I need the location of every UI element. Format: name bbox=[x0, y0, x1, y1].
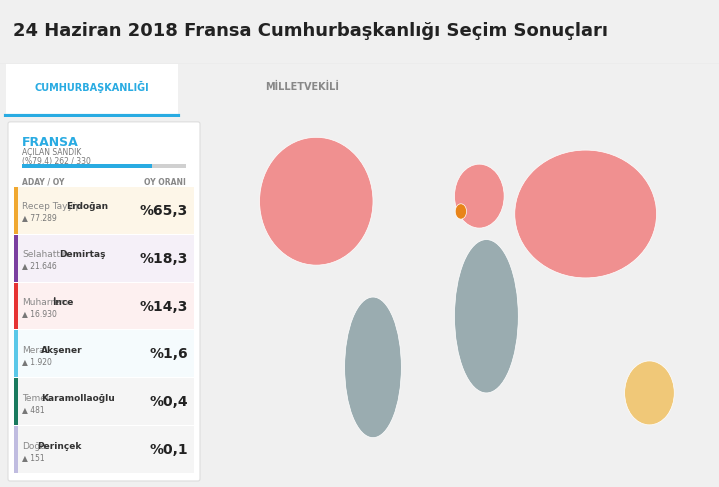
Text: AÇILAN SANDIK: AÇILAN SANDIK bbox=[22, 148, 81, 157]
Ellipse shape bbox=[344, 297, 401, 438]
Bar bbox=[14, 235, 194, 281]
Ellipse shape bbox=[515, 150, 656, 278]
Text: ▲ 16.930: ▲ 16.930 bbox=[22, 309, 57, 318]
Text: %0,4: %0,4 bbox=[150, 395, 188, 409]
Text: Doğu: Doğu bbox=[22, 442, 46, 450]
FancyBboxPatch shape bbox=[6, 64, 178, 117]
Text: Akşener: Akşener bbox=[41, 346, 83, 355]
Text: ▲ 151: ▲ 151 bbox=[22, 452, 45, 462]
Bar bbox=[14, 235, 18, 281]
Text: CUMHURBAŞKANLIĞI: CUMHURBAŞKANLIĞI bbox=[35, 81, 150, 94]
Text: Erdoğan: Erdoğan bbox=[66, 202, 109, 211]
Text: (%79.4) 262 / 330: (%79.4) 262 / 330 bbox=[22, 157, 91, 166]
Text: ▲ 21.646: ▲ 21.646 bbox=[22, 261, 57, 270]
Text: FRANSA: FRANSA bbox=[22, 136, 79, 149]
Bar bbox=[14, 331, 18, 377]
Text: Temel: Temel bbox=[22, 393, 48, 403]
Text: Muharrem: Muharrem bbox=[22, 298, 68, 307]
Text: Demirtaş: Demirtaş bbox=[59, 250, 106, 259]
Text: %1,6: %1,6 bbox=[150, 347, 188, 361]
Text: %18,3: %18,3 bbox=[139, 252, 188, 266]
Text: Perinçek: Perinçek bbox=[37, 442, 82, 450]
Text: %0,1: %0,1 bbox=[150, 443, 188, 457]
Text: ADAY / OY: ADAY / OY bbox=[22, 178, 65, 187]
Text: 24 Haziran 2018 Fransa Cumhurbaşkanlığı Seçim Sonuçları: 24 Haziran 2018 Fransa Cumhurbaşkanlığı … bbox=[13, 22, 608, 40]
Ellipse shape bbox=[454, 164, 504, 228]
Bar bbox=[14, 378, 18, 425]
Ellipse shape bbox=[260, 137, 373, 265]
Text: MİLLETVEKİLİ: MİLLETVEKİLİ bbox=[265, 82, 339, 93]
FancyBboxPatch shape bbox=[8, 122, 200, 481]
Text: Meral: Meral bbox=[22, 346, 47, 355]
Bar bbox=[14, 282, 194, 329]
Bar bbox=[14, 187, 18, 234]
Text: İnce: İnce bbox=[52, 298, 73, 307]
Text: OY ORANI: OY ORANI bbox=[144, 178, 186, 187]
Bar bbox=[14, 426, 194, 473]
Text: Selahattin: Selahattin bbox=[22, 250, 68, 259]
Ellipse shape bbox=[454, 240, 518, 393]
Text: Recep Tayyip: Recep Tayyip bbox=[22, 202, 81, 211]
Bar bbox=[22, 165, 152, 168]
Bar bbox=[22, 165, 186, 168]
Ellipse shape bbox=[455, 204, 467, 219]
Bar bbox=[14, 426, 18, 473]
Text: Karamollaoğlu: Karamollaoğlu bbox=[41, 393, 115, 403]
Bar bbox=[14, 378, 194, 425]
Bar bbox=[14, 187, 194, 234]
Bar bbox=[14, 331, 194, 377]
Bar bbox=[14, 282, 18, 329]
Ellipse shape bbox=[625, 361, 674, 425]
Text: %65,3: %65,3 bbox=[139, 204, 188, 218]
Text: ▲ 1.920: ▲ 1.920 bbox=[22, 357, 52, 366]
Text: %14,3: %14,3 bbox=[139, 300, 188, 314]
Text: ▲ 77.289: ▲ 77.289 bbox=[22, 213, 57, 223]
Text: ▲ 481: ▲ 481 bbox=[22, 405, 45, 414]
